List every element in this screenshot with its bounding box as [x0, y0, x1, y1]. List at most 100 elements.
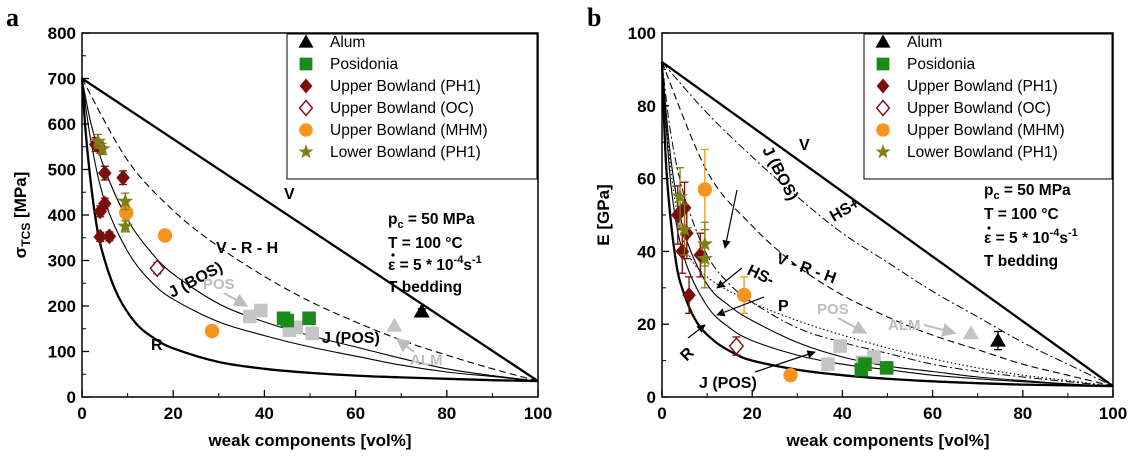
panel-b-legend-marker-alum [875, 34, 891, 48]
panel-b-arrow-alm [923, 323, 957, 337]
panel-b-y-tick-label: 20 [637, 315, 656, 334]
panel-b-label-p: P [778, 298, 789, 315]
panel-b-arrow-jpos [754, 350, 816, 373]
panel-b-gray-marker-alm [962, 325, 979, 340]
panel-a-legend-box [286, 33, 538, 180]
panel-b-point-alum [989, 332, 1006, 347]
panel-b-arrow-pos [837, 317, 868, 334]
panel-b-point-ubmhm [783, 367, 798, 383]
panel-b-x-tick-label: 40 [833, 404, 852, 423]
panel-b-point-lbph1 [676, 221, 693, 237]
panel-a-x-tick-label: 40 [255, 404, 274, 423]
panel-a-y-tick-label: 500 [48, 161, 76, 180]
panel-a-y-tick-label: 700 [48, 70, 76, 89]
panel-b-label-jpos: J (POS) [699, 375, 757, 392]
panel-a-condition-bedding: T bedding [388, 279, 462, 296]
panel-a-y-tick-label: 0 [67, 388, 76, 407]
panel-b-x-tick-label: 100 [1099, 404, 1127, 423]
panel-a-point-ubph1 [93, 203, 108, 220]
panel-b: b 0 20 40 60 80 100 0 20 40 60 80 100 weak componen… [587, 3, 1127, 450]
panel-b-y-tick-label: 40 [637, 242, 656, 261]
panel-a-label-v: V [284, 186, 295, 203]
panel-b-legend-label-ubmhm: Upper Bowland (MHM) [907, 122, 1065, 139]
panel-b-x-tick-label: 20 [743, 404, 762, 423]
panel-a-x-tick-label: 80 [437, 404, 456, 423]
panel-a-point-ubmhm [119, 205, 134, 220]
panel-a-legend: Alum Posidonia Upper Bowland (PH1) Upper Bo… [286, 33, 538, 180]
panel-a-strain-rate-dot [391, 253, 395, 257]
panel-b-x-tick-label: 60 [923, 404, 942, 423]
panel-a-point-ubph1 [93, 228, 108, 245]
panel-b-legend-marker-lbph1 [875, 144, 891, 159]
panel-a-ticks: 0 20 40 60 80 100 0 100 200 300 400 500 600 700 800 [48, 24, 553, 423]
panel-b-data-points [670, 148, 1006, 383]
panel-a-legend-label-lbph1: Lower Bowland (PH1) [330, 144, 481, 161]
panel-b-y-tick-label: 100 [628, 24, 656, 43]
panel-a-x-tick-label: 20 [164, 404, 183, 423]
panel-a-legend-marker-lbph1 [298, 144, 314, 159]
panel-a-arrow-pos [223, 292, 249, 307]
panel-a-y-tick-label: 400 [48, 206, 76, 225]
panel-b-legend-label-lbph1: Lower Bowland (PH1) [907, 144, 1058, 161]
panel-b-legend-label-ubph1: Upper Bowland (PH1) [907, 78, 1058, 95]
panel-a-gray-marker-alm [386, 317, 403, 332]
panel-a-point-pos [280, 313, 294, 328]
panel-a-x-axis-label: weak components [vol%] [207, 431, 411, 450]
panel-a-annotation-alm: ALM [410, 352, 443, 369]
panel-b-strain-rate-dot [987, 226, 991, 230]
panel-b-condition-temperature: T = 100 °C [984, 206, 1059, 223]
panel-a-condition-pressure: pc = 50 MPa [388, 211, 475, 231]
panel-b-label-r: R [677, 344, 698, 365]
panel-a-legend-marker-ubph1 [299, 78, 313, 94]
panel-b-label-v: V [799, 137, 810, 154]
panel-b-arrow-r [687, 324, 706, 339]
panel-b-x-tick-label: 0 [657, 404, 666, 423]
panel-b-legend-label-alum: Alum [907, 34, 942, 51]
panel-b-annotation-pos: POS [817, 301, 849, 318]
panel-letter-a: a [6, 3, 19, 32]
panel-b-point-pos [879, 361, 894, 375]
panel-b-point-lbph1 [672, 188, 689, 204]
panel-a-y-tick-label: 300 [48, 252, 76, 271]
panel-a-legend-label-ubph1: Upper Bowland (PH1) [330, 78, 481, 95]
panel-a-legend-marker-ubmhm [299, 123, 313, 137]
panel-b-legend: Alum Posidonia Upper Bowland (PH1) Upper Bo… [863, 33, 1113, 180]
panel-a-y-axis-label: σTCS [MPa] [11, 172, 33, 259]
panel-a-legend-label-uboc: Upper Bowland (OC) [330, 100, 474, 117]
panel-a-y-tick-label: 800 [48, 24, 76, 43]
panel-a-point-lbph1 [117, 217, 134, 234]
panel-a-legend-label-alum: Alum [330, 34, 365, 51]
panel-b-y-tick-label: 0 [647, 388, 656, 407]
panel-b-condition-pressure: pc = 50 MPa [984, 182, 1071, 202]
panel-a-point-lbph1 [94, 140, 111, 156]
panel-b-legend-label-pos: Posidonia [907, 56, 975, 73]
panel-a-gray-marker-pos [305, 326, 320, 341]
panel-a-point-lbph1 [117, 192, 134, 209]
panel-b-annotation-alm: ALM [888, 317, 921, 334]
panel-b-point-pos [858, 357, 872, 372]
panel-a-curve-vrh [81, 78, 539, 382]
panel-b-condition-strain-rate: ε = 5 * 10-4s-1 [984, 227, 1078, 247]
panel-a-gray-markers [243, 303, 403, 341]
panel-a-label-jpos: J (POS) [322, 330, 380, 347]
panel-a-point-lbph1 [89, 132, 106, 149]
panel-a-gray-marker-pos [243, 309, 257, 324]
panel-a-arrow-alm [395, 338, 415, 353]
panel-a-point-ubph1 [102, 228, 117, 245]
panel-b-legend-marker-ubph1 [876, 78, 890, 94]
panel-a-label-vrh: V - R - H [216, 240, 278, 257]
panel-a-condition-strain-rate: ε = 5 * 10-4s-1 [388, 254, 482, 274]
panel-a-legend-marker-pos [299, 57, 313, 71]
panel-b-gray-marker-pos [821, 357, 835, 372]
panel-a-gray-marker-pos [253, 303, 268, 318]
panel-a-point-uboc [149, 259, 165, 278]
panel-a-legend-marker-alum [298, 34, 314, 48]
panel-b-legend-box [863, 33, 1113, 180]
panel-b-point-ubph1 [682, 287, 696, 304]
panel-b-gray-marker-pos [833, 339, 847, 353]
panel-a-x-tick-label: 60 [346, 404, 365, 423]
panel-b-x-axis-label: weak components [vol%] [785, 431, 989, 450]
panel-a-y-tick-label: 100 [48, 343, 76, 362]
panel-letter-b: b [587, 3, 601, 32]
